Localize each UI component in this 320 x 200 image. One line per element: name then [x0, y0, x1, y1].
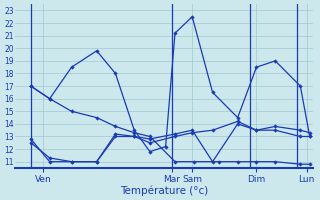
X-axis label: Température (°c): Température (°c)	[120, 185, 208, 196]
